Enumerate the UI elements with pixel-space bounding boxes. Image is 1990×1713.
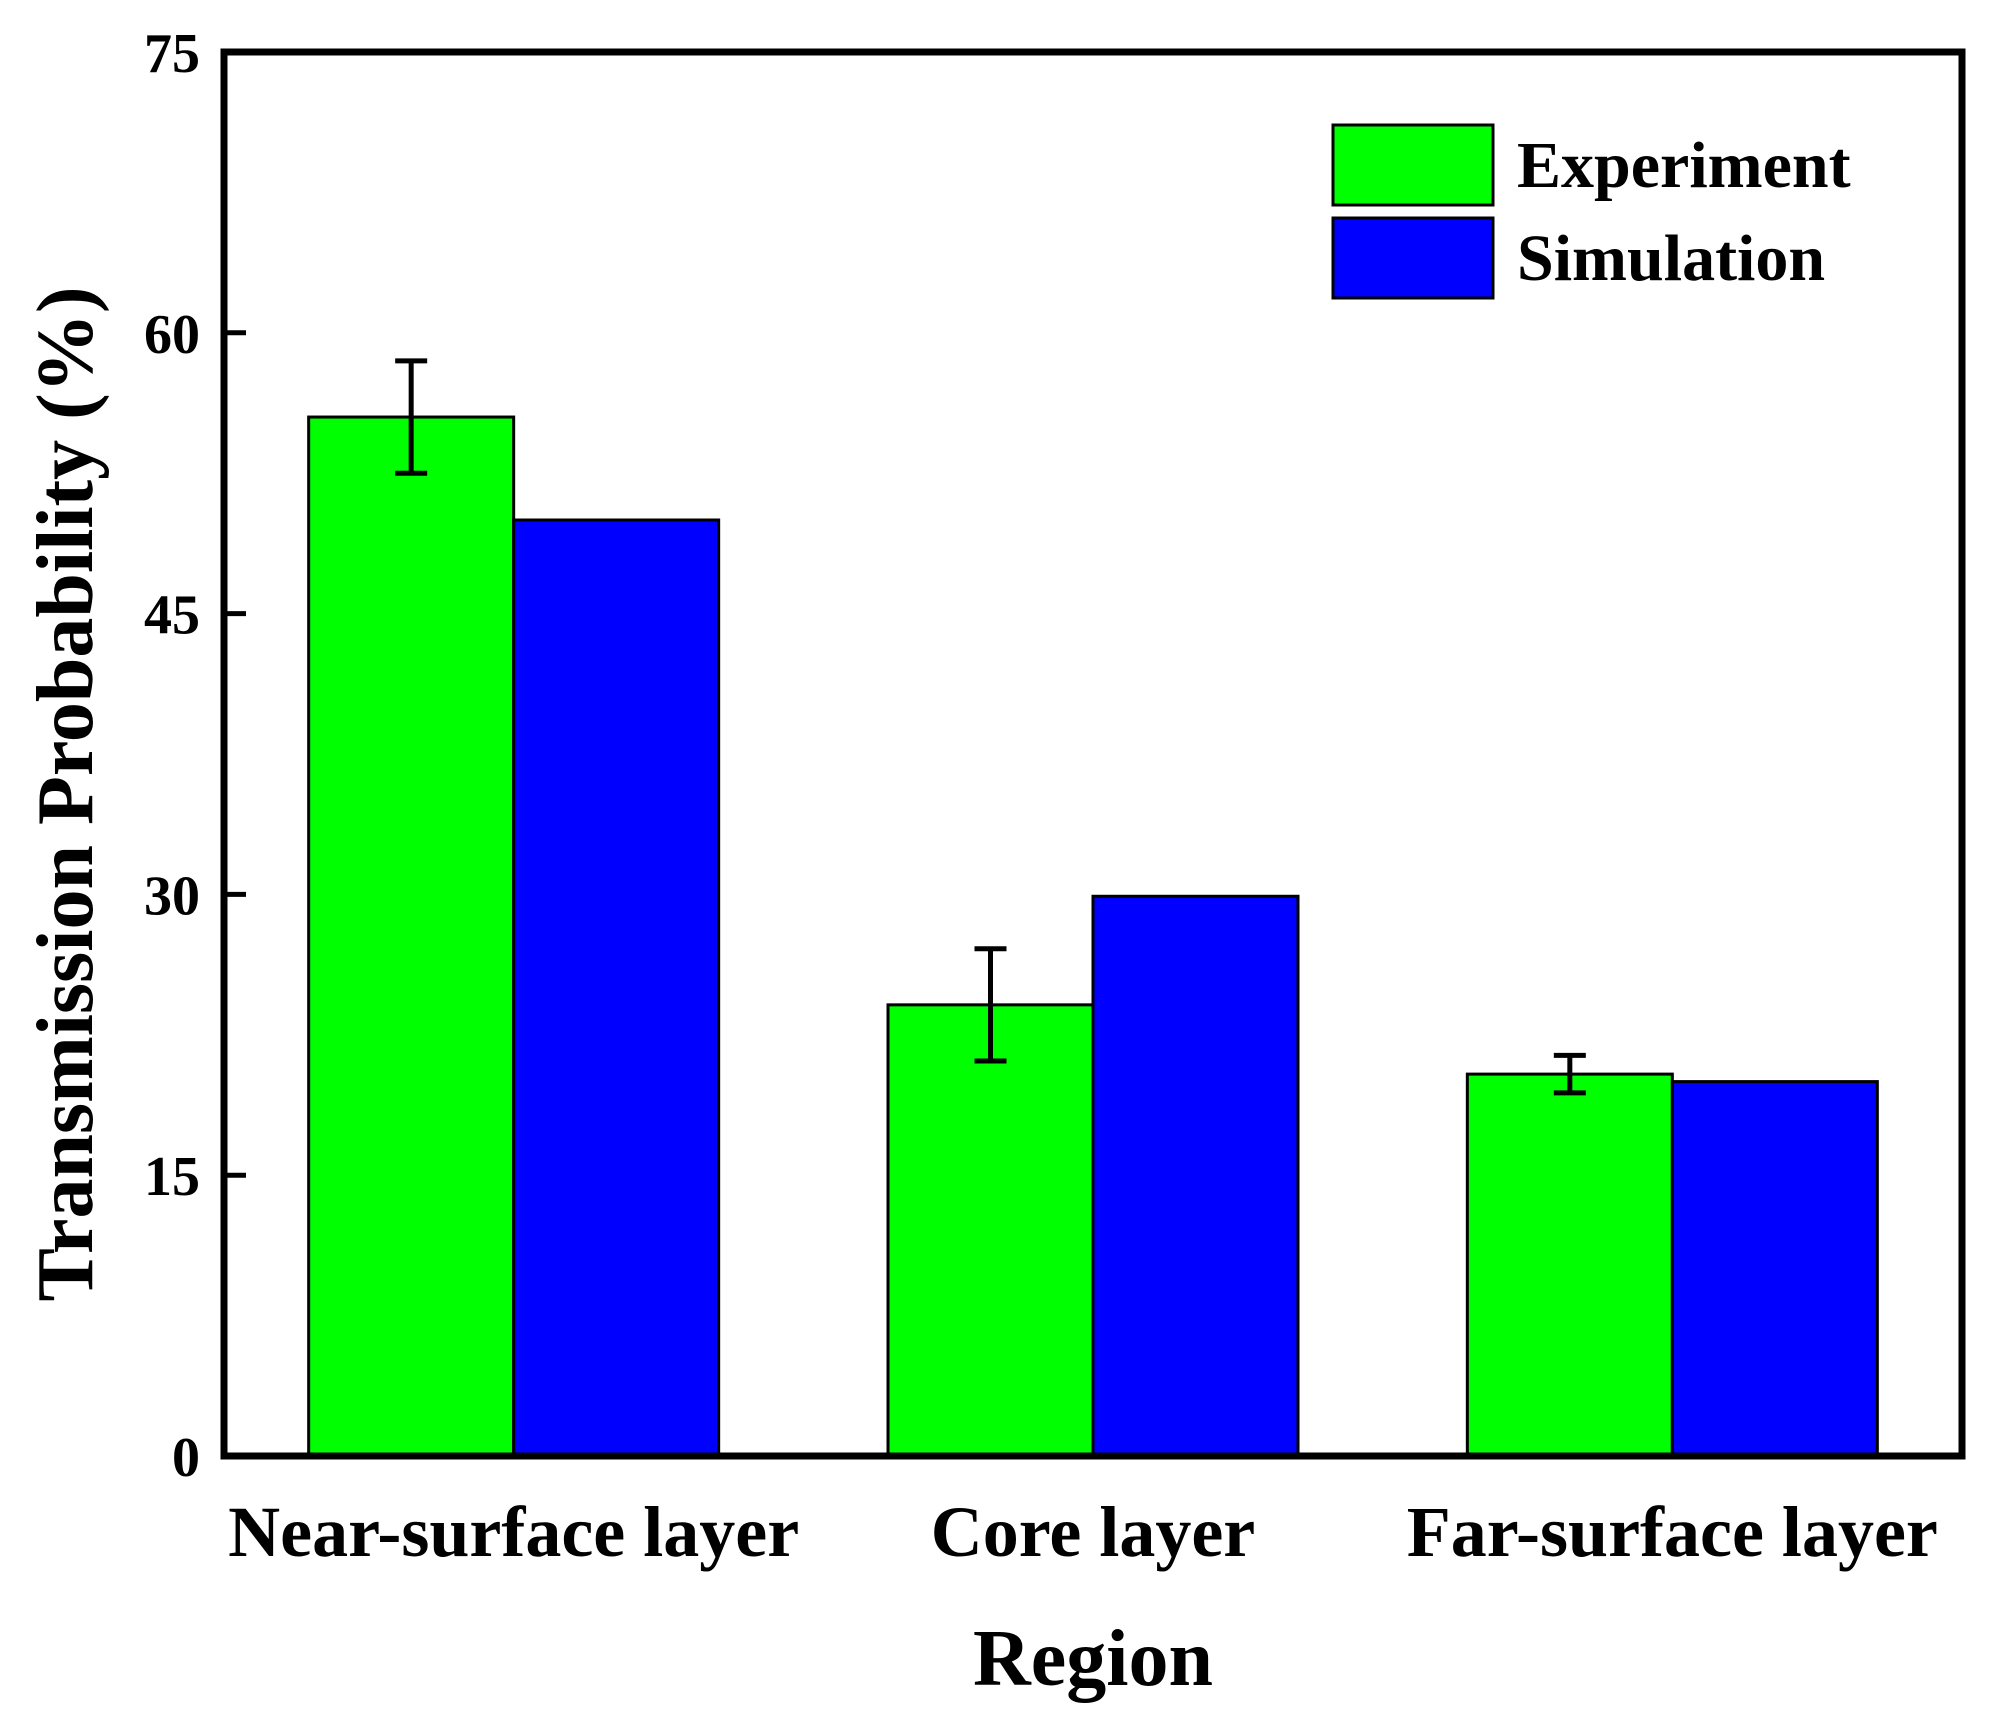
bar-simulation-1: [1091, 894, 1300, 1458]
error-bars-layer: [395, 358, 1586, 1096]
error-bar-experiment-2: [1553, 1052, 1586, 1096]
legend: Experiment Simulation: [1331, 123, 1851, 300]
error-bar-experiment-0: [395, 358, 428, 476]
y-tick-label-45: 45: [144, 585, 200, 647]
legend-swatch-experiment: [1331, 123, 1495, 207]
legend-label-simulation: Simulation: [1517, 222, 1825, 295]
legend-label-experiment: Experiment: [1517, 129, 1851, 202]
x-category-label-0: Near-surface layer: [228, 1492, 799, 1572]
bar-experiment-1: [886, 1003, 1095, 1458]
bars-layer: [307, 415, 1879, 1458]
y-tick-label-75: 75: [144, 23, 200, 85]
error-bar-experiment-1: [974, 946, 1007, 1064]
legend-swatch-simulation: [1331, 216, 1495, 300]
y-tick-label-15: 15: [144, 1146, 200, 1208]
y-axis-title: Transmission Probability (%): [22, 287, 110, 1302]
x-category-label-1: Core layer: [931, 1492, 1256, 1572]
y-tick-label-60: 60: [144, 304, 200, 366]
x-axis-category-labels: Near-surface layer Core layer Far-surface …: [228, 1492, 1938, 1572]
bar-experiment-0: [307, 415, 516, 1458]
x-axis-title: Region: [973, 1615, 1213, 1703]
y-tick-label-0: 0: [172, 1427, 200, 1489]
x-category-label-2: Far-surface layer: [1407, 1492, 1938, 1572]
y-tick-label-30: 30: [144, 865, 200, 927]
plot-frame: [220, 48, 1966, 1460]
bar-experiment-2: [1465, 1072, 1674, 1458]
bar-simulation-0: [512, 518, 721, 1458]
bar-simulation-2: [1670, 1080, 1879, 1458]
y-axis-ticks: 0 15 30 45 60 75: [144, 23, 246, 1489]
